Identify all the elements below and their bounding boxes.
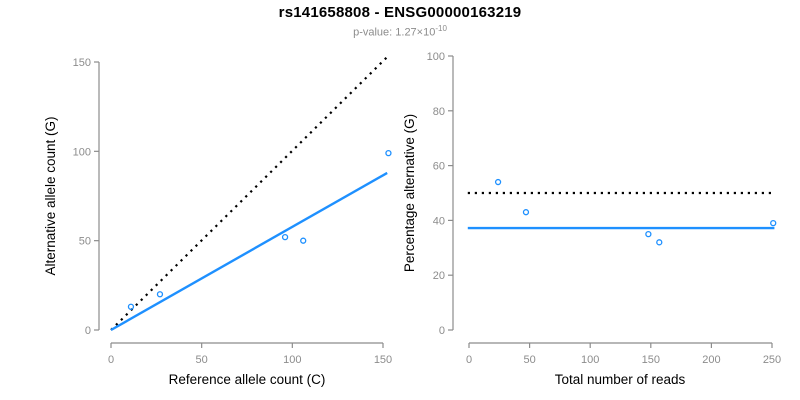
- y-tick-label: 60: [433, 161, 445, 173]
- figure-header: rs141658808 - ENSG00000163219 p-value: 1…: [0, 0, 800, 39]
- y-axis-title: Alternative allele count (G): [43, 116, 58, 275]
- y-tick-label: 40: [433, 215, 445, 227]
- fit-line: [110, 171, 388, 332]
- data-point: [656, 239, 663, 246]
- x-tick-label: 0: [466, 354, 472, 366]
- y-tick-label: 20: [433, 270, 445, 282]
- x-tick-label: 200: [702, 354, 720, 366]
- figure-title: rs141658808 - ENSG00000163219: [278, 4, 522, 21]
- x-tick-label: 100: [581, 354, 599, 366]
- data-point: [156, 291, 164, 298]
- x-tick-label: 150: [642, 354, 660, 366]
- x-tick-label: 50: [523, 354, 535, 366]
- data-point: [770, 219, 777, 227]
- identity-line: [110, 56, 388, 331]
- y-axis-title: Percentage alternative (G): [402, 114, 417, 272]
- data-point: [385, 149, 392, 157]
- y-tick-label: 80: [433, 106, 445, 118]
- data-point: [127, 303, 135, 310]
- percentage-alternative-scatter: 0 20 40 60 80 100 0 50 100 150 200 250 Total number …: [402, 51, 781, 387]
- y-tick-label: 150: [73, 57, 91, 69]
- allele-count-scatter: 0 50 100 150 0 50 100 150 Reference allele count…: [43, 56, 392, 387]
- x-axis-title: Reference allele count (C): [169, 372, 326, 387]
- x-tick-label: 0: [108, 354, 114, 366]
- y-tick-label: 50: [79, 236, 91, 248]
- data-point: [494, 178, 502, 186]
- x-tick-label: 150: [374, 354, 392, 366]
- data-point: [522, 209, 530, 216]
- y-tick-label: 100: [73, 146, 91, 158]
- data-point: [645, 230, 652, 238]
- data-point: [300, 237, 307, 244]
- x-tick-label: 100: [283, 354, 301, 366]
- figure-subtitle: p-value: 1.27×10-10: [0, 24, 800, 39]
- p-value-text: p-value: 1.27×10: [353, 26, 436, 39]
- x-axis-title: Total number of reads: [555, 372, 686, 387]
- data-point: [281, 233, 289, 241]
- y-tick-label: 100: [427, 51, 445, 63]
- p-value-exponent: -10: [435, 24, 447, 33]
- x-tick-label: 250: [763, 354, 781, 366]
- y-tick-label: 0: [85, 325, 91, 337]
- x-tick-label: 50: [196, 354, 208, 366]
- y-tick-label: 0: [439, 325, 445, 337]
